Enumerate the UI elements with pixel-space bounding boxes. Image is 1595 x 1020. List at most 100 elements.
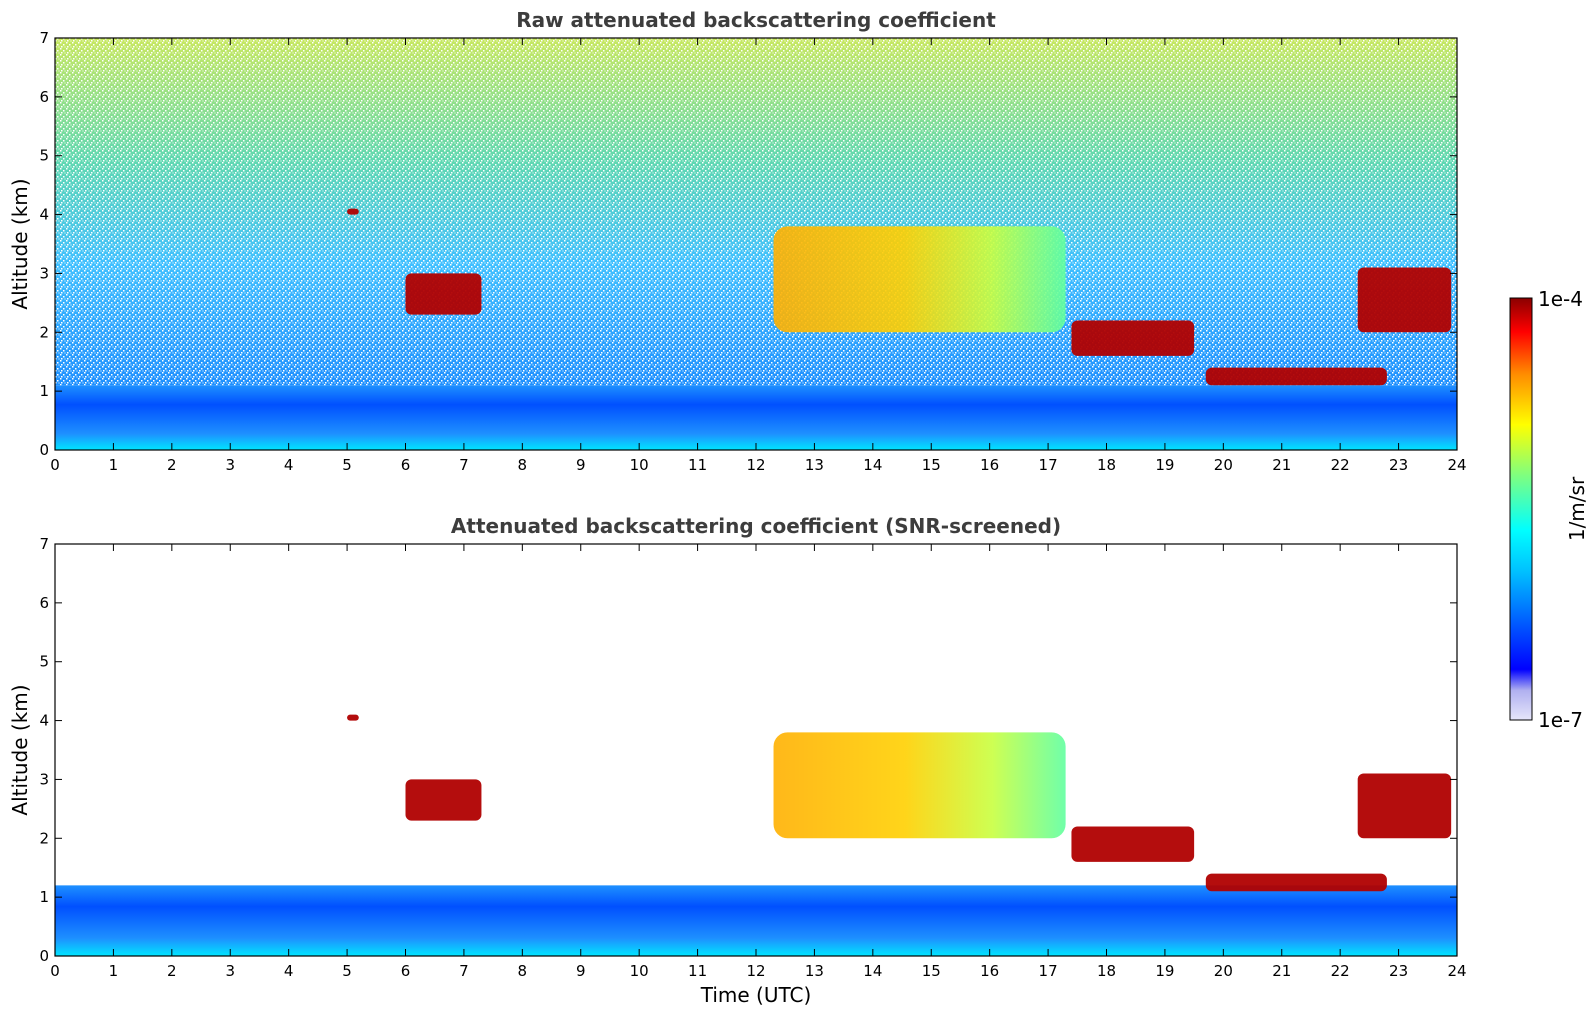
x-tick-label: 18 bbox=[1097, 962, 1116, 980]
y-tick-label: 4 bbox=[39, 206, 49, 224]
x-tick-label: 1 bbox=[109, 456, 119, 474]
x-tick-label: 22 bbox=[1331, 962, 1350, 980]
y-tick-label: 3 bbox=[39, 770, 49, 788]
boundary-layer-region bbox=[55, 885, 1457, 956]
heatmap-area bbox=[55, 38, 1457, 450]
x-tick-label: 7 bbox=[459, 962, 469, 980]
colorbar-max-label: 1e-4 bbox=[1538, 287, 1583, 311]
x-tick-label: 5 bbox=[342, 962, 352, 980]
x-tick-label: 8 bbox=[518, 962, 528, 980]
x-tick-label: 9 bbox=[576, 962, 586, 980]
x-tick-label: 0 bbox=[50, 456, 60, 474]
aerosol-layer-region bbox=[773, 226, 1066, 333]
x-tick-label: 2 bbox=[167, 456, 177, 474]
x-tick-label: 10 bbox=[630, 962, 649, 980]
cloud-region bbox=[1071, 320, 1195, 356]
x-tick-label: 10 bbox=[630, 456, 649, 474]
cloud-region bbox=[405, 779, 482, 821]
snr-screened-panel: Attenuated backscattering coefficient (S… bbox=[8, 514, 1467, 1007]
x-tick-label: 14 bbox=[863, 456, 882, 474]
x-tick-label: 9 bbox=[576, 456, 586, 474]
y-tick-label: 3 bbox=[39, 264, 49, 282]
x-tick-label: 23 bbox=[1389, 962, 1408, 980]
y-tick-label: 0 bbox=[39, 441, 49, 459]
x-tick-label: 12 bbox=[746, 456, 765, 474]
x-tick-label: 18 bbox=[1097, 456, 1116, 474]
cloud-region bbox=[405, 273, 482, 315]
cloud-region bbox=[347, 714, 359, 721]
x-tick-label: 21 bbox=[1272, 962, 1291, 980]
cloud-region bbox=[1357, 773, 1452, 839]
y-axis-label: Altitude (km) bbox=[8, 178, 32, 309]
aerosol-layer-region bbox=[773, 732, 1066, 839]
x-tick-label: 4 bbox=[284, 456, 294, 474]
y-tick-label: 7 bbox=[39, 29, 49, 47]
x-tick-label: 17 bbox=[1039, 456, 1058, 474]
panel-title: Attenuated backscattering coefficient (S… bbox=[451, 514, 1061, 538]
y-axis: 0 1 2 3 4 5 6 7 bbox=[39, 29, 1457, 459]
x-tick-label: 1 bbox=[109, 962, 119, 980]
raw-backscatter-panel: Raw attenuated backscattering coefficien… bbox=[8, 8, 1467, 474]
x-tick-label: 13 bbox=[805, 456, 824, 474]
colorbar-unit-label: 1/m/sr bbox=[1565, 476, 1589, 541]
x-tick-label: 7 bbox=[459, 456, 469, 474]
y-tick-label: 5 bbox=[39, 653, 49, 671]
cloud-region bbox=[347, 208, 359, 215]
y-tick-label: 6 bbox=[39, 88, 49, 106]
x-tick-label: 15 bbox=[922, 456, 941, 474]
x-tick-label: 6 bbox=[401, 456, 411, 474]
cloud-region bbox=[1071, 826, 1195, 862]
x-tick-label: 13 bbox=[805, 962, 824, 980]
y-axis: 0 1 2 3 4 5 6 7 bbox=[39, 535, 1457, 965]
heatmap-area bbox=[55, 714, 1457, 956]
x-tick-label: 16 bbox=[980, 456, 999, 474]
x-tick-label: 5 bbox=[342, 456, 352, 474]
x-axis: 0 1 2 3 4 5 6 7 8 9 10 11 12 13 14 15 16 17 18 19 20 21 22 23 24 bbox=[50, 38, 1467, 474]
x-tick-label: 11 bbox=[688, 962, 707, 980]
x-tick-label: 2 bbox=[167, 962, 177, 980]
x-tick-label: 16 bbox=[980, 962, 999, 980]
colorbar-min-label: 1e-7 bbox=[1538, 708, 1583, 732]
x-tick-label: 3 bbox=[225, 456, 235, 474]
x-tick-label: 23 bbox=[1389, 456, 1408, 474]
x-tick-label: 22 bbox=[1331, 456, 1350, 474]
x-tick-label: 11 bbox=[688, 456, 707, 474]
x-tick-label: 19 bbox=[1155, 962, 1174, 980]
x-tick-label: 20 bbox=[1214, 962, 1233, 980]
y-tick-label: 7 bbox=[39, 535, 49, 553]
x-tick-label: 3 bbox=[225, 962, 235, 980]
x-tick-label: 24 bbox=[1447, 456, 1466, 474]
boundary-layer-region bbox=[55, 385, 1457, 450]
y-tick-label: 6 bbox=[39, 594, 49, 612]
x-tick-label: 17 bbox=[1039, 962, 1058, 980]
y-tick-label: 4 bbox=[39, 712, 49, 730]
x-tick-label: 6 bbox=[401, 962, 411, 980]
colorbar: 1e-4 1e-7 1/m/sr bbox=[1509, 287, 1589, 732]
x-tick-label: 4 bbox=[284, 962, 294, 980]
x-tick-label: 12 bbox=[746, 962, 765, 980]
x-axis-label: Time (UTC) bbox=[700, 983, 812, 1007]
y-tick-label: 2 bbox=[39, 323, 49, 341]
x-axis: 0 1 2 3 4 5 6 7 8 9 10 11 12 13 14 15 16 17 18 19 20 21 22 23 24 bbox=[50, 544, 1467, 980]
y-tick-label: 0 bbox=[39, 947, 49, 965]
x-tick-label: 8 bbox=[518, 456, 528, 474]
cloud-region bbox=[1357, 267, 1452, 333]
y-tick-label: 5 bbox=[39, 147, 49, 165]
x-tick-label: 15 bbox=[922, 962, 941, 980]
x-tick-label: 14 bbox=[863, 962, 882, 980]
x-tick-label: 24 bbox=[1447, 962, 1466, 980]
panel-title: Raw attenuated backscattering coefficien… bbox=[516, 8, 996, 32]
y-tick-label: 2 bbox=[39, 829, 49, 847]
y-tick-label: 1 bbox=[39, 382, 49, 400]
y-axis-label: Altitude (km) bbox=[8, 684, 32, 815]
x-tick-label: 0 bbox=[50, 962, 60, 980]
x-tick-label: 21 bbox=[1272, 456, 1291, 474]
noise-speckle bbox=[55, 38, 1457, 386]
cloud-region bbox=[1205, 367, 1387, 386]
colorbar-gradient bbox=[1509, 297, 1533, 721]
x-tick-label: 19 bbox=[1155, 456, 1174, 474]
y-tick-label: 1 bbox=[39, 888, 49, 906]
x-tick-label: 20 bbox=[1214, 456, 1233, 474]
cloud-region bbox=[1205, 873, 1387, 892]
